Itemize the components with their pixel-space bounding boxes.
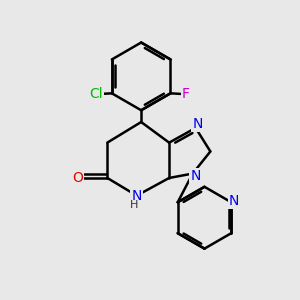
Text: H: H — [130, 200, 139, 210]
Text: Cl: Cl — [89, 87, 103, 101]
Text: F: F — [182, 87, 190, 101]
Text: N: N — [229, 194, 239, 208]
Text: O: O — [72, 171, 83, 185]
Text: N: N — [190, 169, 201, 183]
Text: N: N — [193, 117, 203, 131]
Text: N: N — [132, 189, 142, 202]
